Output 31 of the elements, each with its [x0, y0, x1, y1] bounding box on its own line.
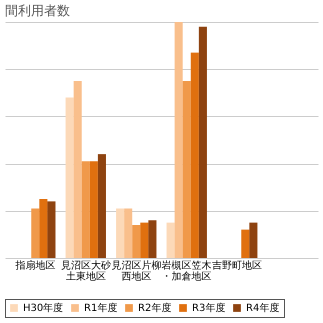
- bar: [66, 98, 74, 258]
- x-tick-label: 岩槻区笠木・加倉地区: [162, 260, 212, 282]
- bar: [31, 208, 40, 258]
- bar: [198, 26, 207, 258]
- legend-label: R4年度: [246, 302, 280, 314]
- x-tick-label: 見沼区大砂土東地区: [60, 260, 111, 282]
- bar: [140, 222, 148, 258]
- legend-label: H30年度: [23, 302, 64, 314]
- bar: [98, 154, 106, 258]
- bar: [249, 222, 258, 258]
- bar: [124, 208, 132, 258]
- bar: [47, 201, 56, 258]
- x-tick-label: 指扇地区: [14, 260, 56, 272]
- legend-label: R3年度: [192, 302, 226, 314]
- legend-label: R1年度: [84, 302, 118, 314]
- bar: [39, 199, 48, 258]
- x-tick-label: 吉野町地区: [212, 260, 262, 272]
- legend-label: R2年度: [138, 302, 172, 314]
- bar: [116, 208, 124, 258]
- bar: [182, 81, 191, 258]
- bar: [74, 81, 82, 258]
- x-tick-label: 見沼区片柳西地区: [111, 260, 162, 282]
- bar: [82, 161, 90, 258]
- chart-title: 間利用者数: [5, 4, 70, 19]
- bar: [174, 22, 183, 258]
- bar: [190, 52, 199, 258]
- bar: [241, 230, 250, 258]
- bar: [132, 224, 140, 258]
- bar: [90, 161, 98, 258]
- bar: [148, 220, 156, 258]
- bar: [166, 222, 175, 258]
